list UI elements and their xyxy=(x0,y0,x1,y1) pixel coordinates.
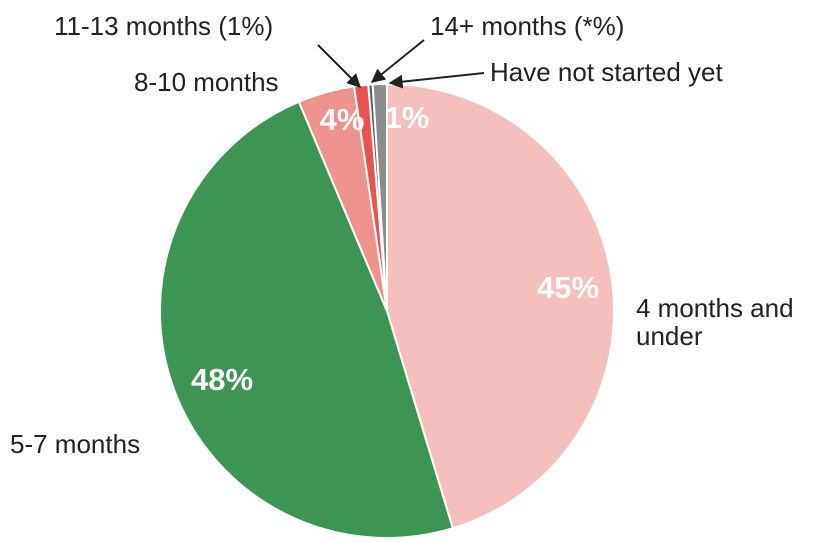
category-label: 8-10 months xyxy=(134,67,279,97)
pie-slice xyxy=(371,82,388,312)
category-label: 11-13 months (1%) xyxy=(54,11,274,41)
slices xyxy=(159,82,615,539)
leader-line xyxy=(317,44,361,88)
category-label: 4 months and under xyxy=(636,293,794,351)
category-label: 14+ months (*%) xyxy=(430,11,625,41)
pie-slice xyxy=(159,100,455,539)
category-label: Have not started yet xyxy=(490,57,723,87)
leader-line xyxy=(388,72,485,89)
pie-slice xyxy=(386,82,615,530)
data-label: 4% xyxy=(320,102,365,137)
data-label: 45% xyxy=(537,270,599,305)
data-label: 48% xyxy=(191,362,253,397)
data-label: 1% xyxy=(385,100,430,135)
leader-line xyxy=(370,39,425,83)
category-label: 5-7 months xyxy=(10,429,141,459)
